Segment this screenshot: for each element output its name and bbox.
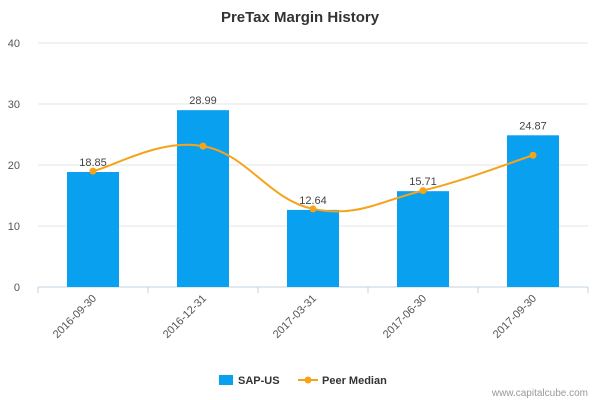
peer-median-point — [309, 205, 317, 213]
y-tick-label: 20 — [8, 160, 20, 172]
data-labels: 18.85 28.99 12.64 15.71 24.87 — [79, 95, 547, 207]
x-tick-label: 2016-12-31 — [161, 293, 209, 341]
legend-swatch-sap-us — [219, 375, 233, 385]
data-label: 12.64 — [299, 195, 327, 207]
y-tick-label: 40 — [8, 38, 20, 50]
bars — [67, 110, 559, 287]
x-tick-label: 2017-09-30 — [491, 293, 539, 341]
bar-sap-us — [177, 110, 229, 287]
legend: SAP-US Peer Median — [219, 375, 387, 387]
x-tick-label: 2016-09-30 — [51, 293, 99, 341]
x-tick-label: 2017-03-31 — [271, 293, 319, 341]
peer-median-line — [89, 142, 537, 213]
peer-median-point — [419, 187, 427, 195]
chart-title: PreTax Margin History — [221, 9, 380, 26]
y-axis-ticks: 0 10 20 30 40 — [8, 38, 20, 294]
data-label: 15.71 — [409, 176, 437, 188]
bar-sap-us — [287, 209, 339, 287]
x-axis-ticks: 2016-09-30 2016-12-31 2017-03-31 2017-06-30… — [37, 287, 589, 341]
legend-label-peer-median: Peer Median — [322, 375, 387, 387]
y-tick-label: 30 — [8, 99, 20, 111]
y-tick-label: 10 — [8, 221, 20, 233]
watermark: www.capitalcube.com — [491, 388, 588, 399]
peer-median-point — [199, 142, 207, 150]
y-tick-label: 0 — [14, 282, 20, 294]
bar-sap-us — [397, 191, 449, 287]
x-tick-label: 2017-06-30 — [381, 293, 429, 341]
data-label: 28.99 — [189, 95, 217, 107]
legend-marker-peer-median — [304, 376, 312, 384]
data-label: 24.87 — [519, 120, 547, 132]
data-label: 18.85 — [79, 157, 107, 169]
peer-median-point — [529, 151, 537, 159]
legend-label-sap-us: SAP-US — [238, 375, 280, 387]
bar-sap-us — [67, 172, 119, 287]
peer-median-point — [89, 167, 97, 175]
